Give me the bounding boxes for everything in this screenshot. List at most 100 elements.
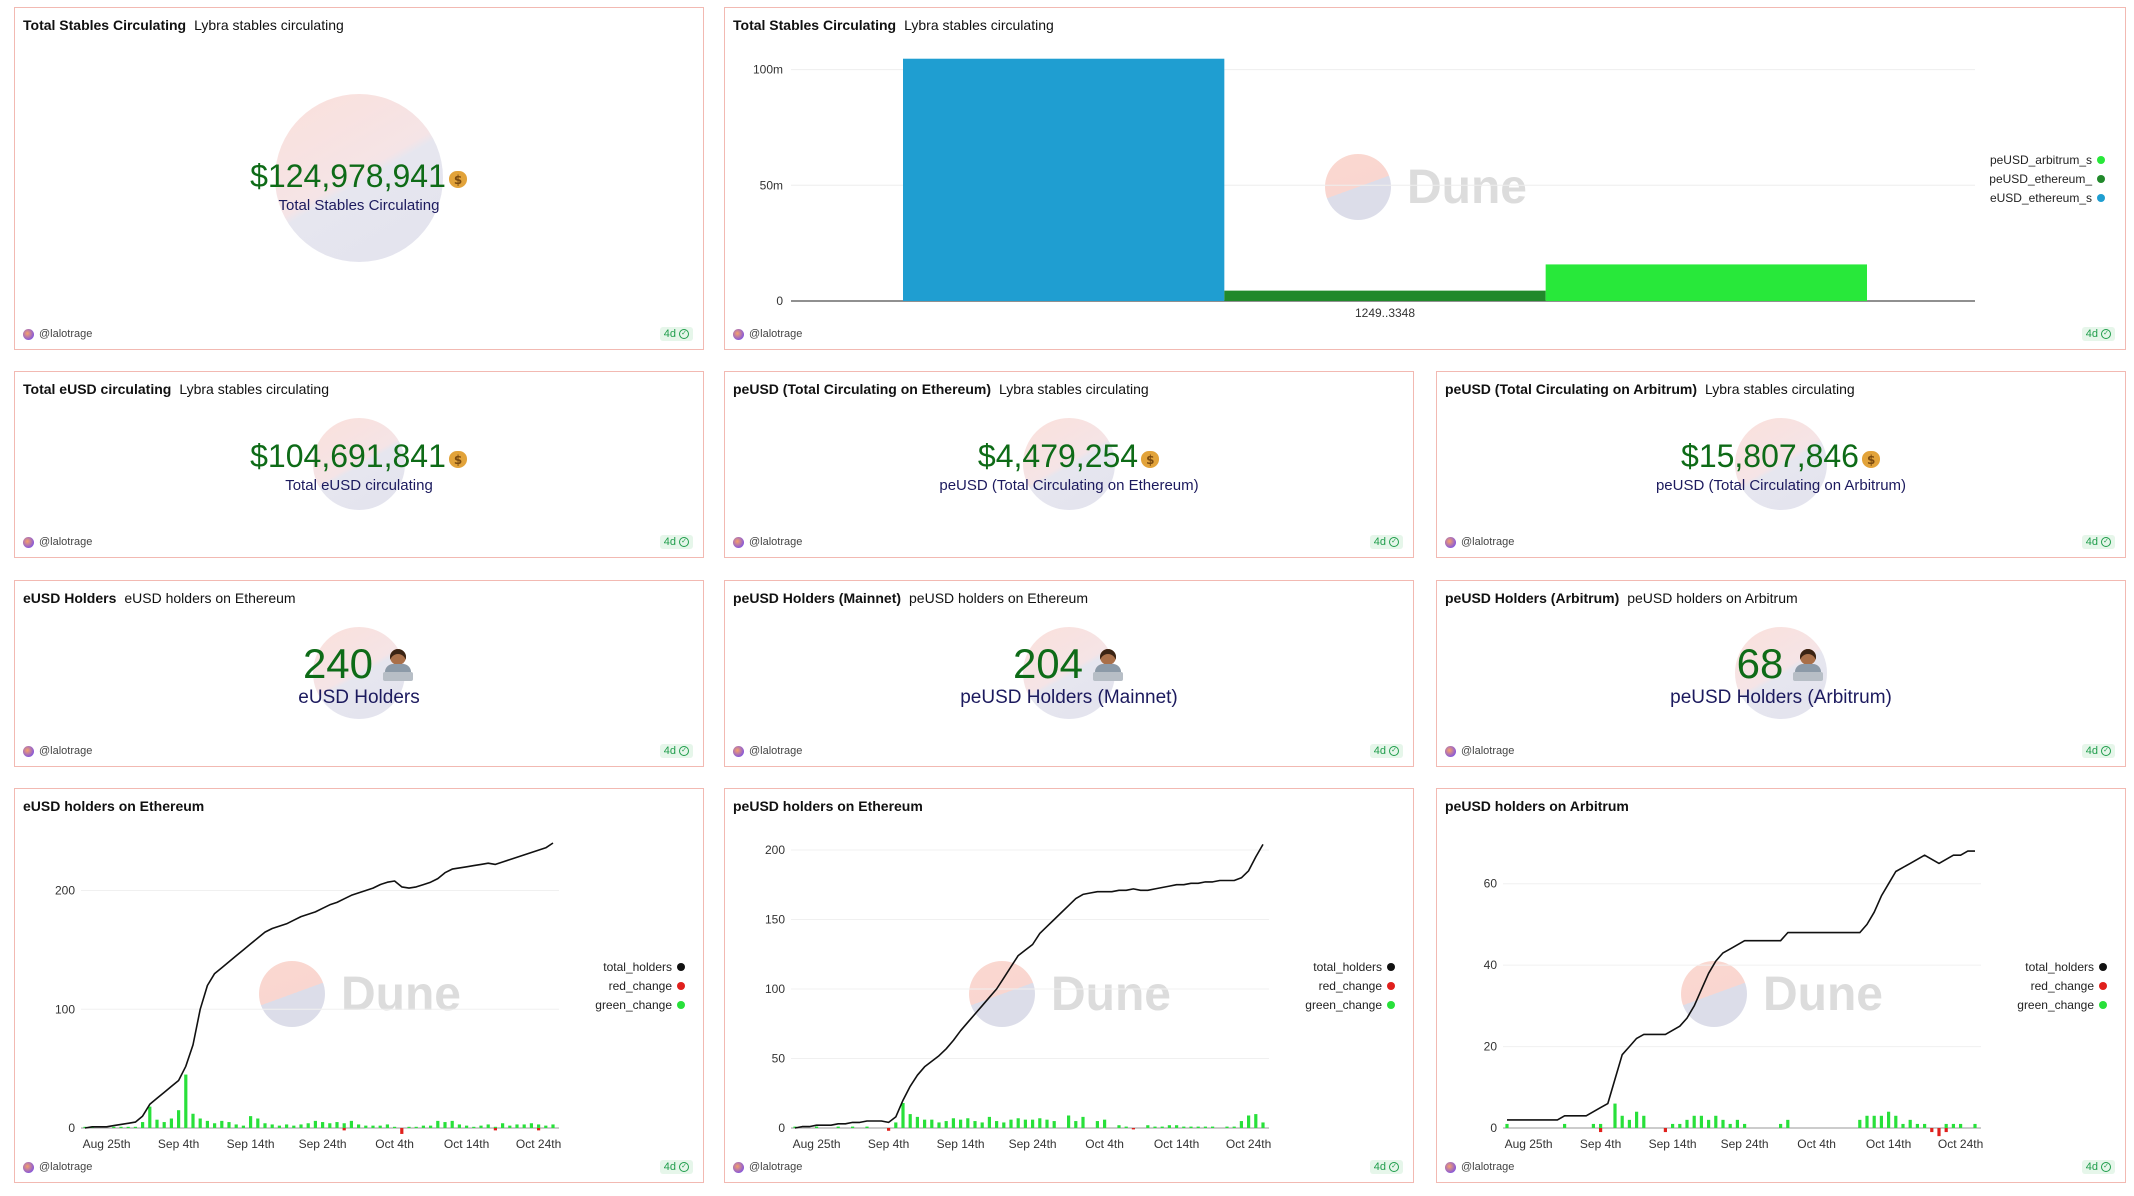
author-footer[interactable]: @lalotrage [1445, 745, 1514, 757]
check-icon: ✓ [2101, 537, 2111, 547]
green_change-bar [1196, 1126, 1200, 1128]
counter: 204 peUSD Holders (Mainnet) [725, 627, 1413, 719]
technologist-icon [1791, 648, 1825, 682]
green_change-bar [1505, 1123, 1509, 1128]
legend-item[interactable]: red_change [595, 976, 685, 995]
green_change-bar [1031, 1119, 1035, 1128]
green_change-bar [1167, 1125, 1171, 1128]
green_change-bar [198, 1118, 202, 1128]
red_change-bar [493, 1128, 497, 1131]
card-name: Total Stables Circulating [733, 17, 897, 33]
legend-item[interactable]: peUSD_ethereum_ [1989, 169, 2105, 188]
y-tick-label: 150 [765, 912, 785, 926]
y-tick-label: 100 [55, 1002, 75, 1016]
legend-label: red_change [608, 978, 672, 993]
green_change-bar [973, 1121, 977, 1128]
green_change-bar [1175, 1125, 1179, 1128]
green_change-bar [241, 1125, 245, 1128]
legend-item[interactable]: red_change [2017, 976, 2107, 995]
green_change-bar [1591, 1123, 1595, 1128]
counter-value: $4,479,254 [725, 438, 1413, 475]
counter: 240 eUSD Holders [15, 627, 703, 719]
counter-value: $104,691,841 [15, 438, 703, 475]
green_change-bar [227, 1122, 231, 1128]
counter-label: eUSD Holders [298, 687, 420, 708]
freshness-badge: 4d ✓ [1369, 744, 1403, 758]
green_change-bar [443, 1122, 447, 1128]
y-tick-label: 60 [1484, 877, 1498, 891]
card-title: eUSD Holders eUSD holders on Ethereum [23, 590, 296, 606]
legend-label: green_change [1305, 997, 1382, 1012]
green_change-bar [1779, 1123, 1783, 1128]
legend-item[interactable]: eUSD_ethereum_s [1989, 188, 2105, 207]
legend-item[interactable]: green_change [2017, 995, 2107, 1014]
green_change-bar [112, 1126, 116, 1128]
card-name: Total eUSD circulating [23, 381, 172, 397]
counter-background-circle [1023, 418, 1115, 510]
freshness-badge: 4d ✓ [659, 535, 693, 549]
author-footer[interactable]: @lalotrage [1445, 536, 1514, 548]
technologist-icon [381, 648, 415, 682]
legend-label: total_holders [1313, 959, 1382, 974]
legend-item[interactable]: total_holders [2017, 957, 2107, 976]
money-bag-icon [448, 167, 468, 189]
green_change-bar [328, 1123, 332, 1128]
counter-value-text: 204 [1012, 640, 1084, 687]
legend-item[interactable]: green_change [1305, 995, 1395, 1014]
green_change-bar [335, 1122, 339, 1128]
green_change-bar [1146, 1125, 1150, 1128]
author-footer[interactable]: @lalotrage [23, 536, 92, 548]
legend-item[interactable]: total_holders [595, 957, 685, 976]
green_change-bar [285, 1124, 289, 1128]
legend-item[interactable]: red_change [1305, 976, 1395, 995]
author-footer[interactable]: @lalotrage [733, 328, 802, 340]
author-footer[interactable]: @lalotrage [23, 328, 92, 340]
counter-value: 240 [15, 641, 703, 687]
red_change-bar [1599, 1128, 1603, 1133]
peusd-arb-holders-line-chart: 0 20 40 60 Aug 25th Sep 4th Sep 14th Sep 24th Oc… [1484, 850, 1983, 1151]
counter-label: peUSD Holders (Mainnet) [960, 687, 1178, 708]
x-tick-label: Oct 24th [1938, 1137, 1983, 1151]
green_change-bar [213, 1123, 217, 1128]
green_change-bar [148, 1106, 152, 1128]
legend-label: peUSD_arbitrum_s [1989, 152, 2092, 167]
green_change-bar [537, 1124, 541, 1128]
legend-item[interactable]: total_holders [1305, 957, 1395, 976]
green_change-bar [865, 1126, 869, 1128]
green_change-bar [1973, 1123, 1977, 1128]
green_change-bar [501, 1123, 505, 1128]
y-tick-label: 100m [753, 63, 783, 77]
x-tick-label: Oct 4th [1085, 1137, 1124, 1151]
x-tick-label: Sep 4th [868, 1137, 909, 1151]
peusd-arb-holders-chart-card: peUSD holders on Arbitrum Dune 0 20 40 60 Au… [1436, 788, 2126, 1183]
author-footer[interactable]: @lalotrage [23, 745, 92, 757]
x-tick-label: 1249..3348 [1355, 306, 1415, 320]
green_change-bar [1872, 1115, 1876, 1128]
legend-dot [2099, 981, 2107, 990]
legend-item[interactable]: peUSD_arbitrum_s [1989, 150, 2105, 169]
x-tick-label: Oct 24th [516, 1137, 561, 1151]
stables-bar-chart: 0 50m 100m 1249..3348 [753, 58, 1975, 320]
author-footer[interactable]: @lalotrage [733, 745, 802, 757]
card-name: eUSD holders on Ethereum [23, 798, 205, 814]
legend-item[interactable]: green_change [595, 995, 685, 1014]
green_change-bar [1016, 1118, 1020, 1128]
author-footer[interactable]: @lalotrage [733, 536, 802, 548]
green_change-bar [421, 1125, 425, 1128]
x-tick-label: Aug 25th [83, 1137, 131, 1151]
green_change-bar [508, 1125, 512, 1128]
green_change-bar [465, 1125, 469, 1128]
bar-peUSD_ethereum_ [1224, 290, 1546, 301]
counter-value: 68 [1437, 641, 2125, 687]
green_change-bar [277, 1125, 281, 1128]
author-footer[interactable]: @lalotrage [733, 1161, 802, 1173]
counter-value-text: $4,479,254 [977, 438, 1139, 474]
legend-label: red_change [1318, 978, 1382, 993]
freshness-text: 4d [663, 1161, 676, 1173]
green_change-bar [544, 1125, 548, 1128]
green_change-bar [1678, 1123, 1682, 1128]
author-footer[interactable]: @lalotrage [23, 1161, 92, 1173]
y-tick-label: 100 [765, 982, 785, 996]
green_change-bar [836, 1126, 840, 1128]
author-footer[interactable]: @lalotrage [1445, 1161, 1514, 1173]
